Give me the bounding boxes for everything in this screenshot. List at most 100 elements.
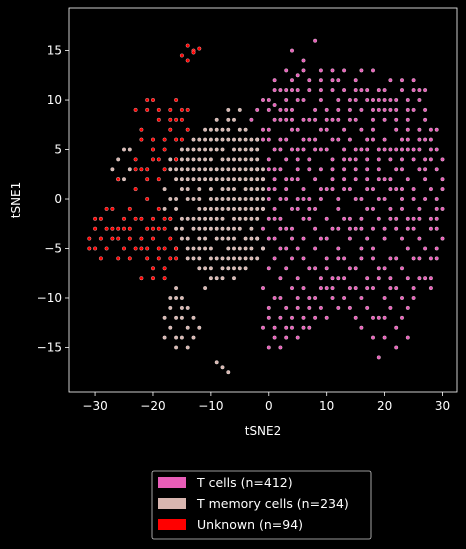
point-series-2-58 [145, 107, 150, 112]
point-series-0-157 [278, 315, 283, 320]
point-series-1-73 [232, 216, 236, 221]
point-series-1-206 [237, 137, 242, 142]
point-series-2-70 [156, 256, 161, 261]
point-series-1-156 [214, 226, 219, 231]
point-series-0-70 [266, 236, 271, 241]
point-series-1-20 [226, 137, 231, 142]
point-series-1-165 [185, 236, 190, 241]
point-series-1-40 [255, 216, 260, 221]
point-series-0-120 [365, 157, 370, 162]
point-series-0-140 [295, 177, 300, 182]
point-series-0-33 [353, 177, 358, 182]
point-series-1-38 [174, 206, 179, 211]
point-series-0-105 [440, 187, 445, 192]
point-series-1-222 [208, 216, 213, 221]
point-series-1-113 [127, 167, 132, 172]
point-series-1-21 [237, 147, 242, 152]
point-series-0-133 [313, 206, 318, 211]
legend-label-t-cells: T cells (n=412) [196, 475, 293, 490]
point-series-1-197 [214, 177, 219, 182]
point-series-0-266 [324, 236, 329, 241]
point-series-0-389 [411, 147, 416, 152]
point-series-1-7 [203, 216, 208, 221]
point-series-0-332 [261, 325, 265, 330]
point-series-1-144 [261, 197, 265, 201]
point-series-1-224 [185, 246, 190, 251]
point-series-1-221 [220, 226, 225, 231]
point-series-1-91 [174, 335, 179, 340]
point-series-2-93 [151, 98, 155, 102]
point-series-0-28 [411, 107, 416, 112]
point-series-0-94 [382, 296, 387, 300]
point-series-1-29 [214, 216, 219, 221]
point-series-0-201 [376, 107, 381, 112]
point-series-0-39 [284, 157, 289, 162]
point-series-1-84 [203, 127, 208, 132]
point-series-1-214 [185, 167, 190, 172]
point-series-0-245 [313, 38, 318, 43]
point-series-0-212 [405, 127, 410, 132]
point-series-1-27 [208, 276, 213, 281]
point-series-2-82 [156, 226, 161, 231]
point-series-0-292 [290, 147, 294, 152]
point-series-1-39 [243, 167, 248, 172]
point-series-0-21 [353, 117, 358, 122]
point-series-1-41 [226, 226, 231, 231]
point-series-2-26 [174, 246, 179, 251]
point-series-0-367 [284, 88, 289, 93]
legend-label-unknown: Unknown (n=94) [197, 517, 303, 532]
point-series-0-281 [365, 177, 370, 182]
point-series-0-354 [423, 117, 428, 122]
point-series-2-91 [168, 107, 173, 112]
point-series-1-229 [249, 246, 254, 251]
point-series-0-380 [359, 88, 364, 93]
point-series-1-58 [255, 236, 260, 241]
point-series-0-90 [365, 276, 370, 281]
point-series-2-60 [139, 137, 144, 142]
point-series-0-276 [423, 197, 428, 201]
point-series-1-183 [226, 117, 231, 122]
point-series-0-364 [318, 78, 323, 83]
point-series-1-136 [203, 167, 208, 172]
point-series-2-42 [116, 177, 121, 182]
point-series-0-303 [417, 98, 422, 102]
point-series-0-304 [423, 88, 428, 93]
point-series-0-346 [423, 276, 428, 281]
point-series-0-74 [313, 246, 318, 251]
point-series-2-7 [156, 107, 161, 112]
point-series-0-312 [330, 78, 335, 83]
point-series-0-377 [324, 107, 329, 112]
point-series-1-162 [220, 256, 225, 261]
point-series-2-59 [133, 107, 138, 112]
point-series-0-49 [359, 197, 364, 201]
point-series-0-321 [382, 315, 387, 320]
point-series-0-374 [290, 117, 294, 122]
point-series-0-199 [405, 98, 410, 102]
point-series-0-269 [359, 226, 364, 231]
point-series-0-207 [290, 127, 294, 132]
point-series-0-228 [324, 266, 329, 271]
point-series-1-138 [191, 216, 196, 221]
point-series-1-220 [232, 226, 236, 231]
point-series-0-343 [388, 286, 393, 291]
point-series-1-145 [255, 177, 260, 182]
point-series-0-3 [295, 73, 300, 78]
point-series-1-108 [220, 365, 225, 370]
point-series-0-393 [365, 147, 370, 152]
point-series-0-31 [376, 157, 381, 162]
point-series-0-210 [371, 107, 375, 112]
point-series-0-221 [405, 246, 410, 251]
point-series-1-72 [243, 216, 248, 221]
point-series-0-103 [365, 236, 370, 241]
point-series-0-38 [295, 167, 300, 172]
point-series-0-148 [388, 216, 393, 221]
point-series-0-167 [295, 335, 300, 340]
point-series-1-43 [203, 246, 208, 251]
point-series-0-320 [394, 345, 399, 350]
point-series-0-181 [394, 325, 399, 330]
point-series-2-17 [185, 127, 190, 132]
point-series-1-79 [168, 197, 173, 201]
point-series-0-310 [353, 88, 358, 93]
point-series-0-109 [417, 147, 422, 152]
point-series-2-49 [156, 206, 161, 211]
